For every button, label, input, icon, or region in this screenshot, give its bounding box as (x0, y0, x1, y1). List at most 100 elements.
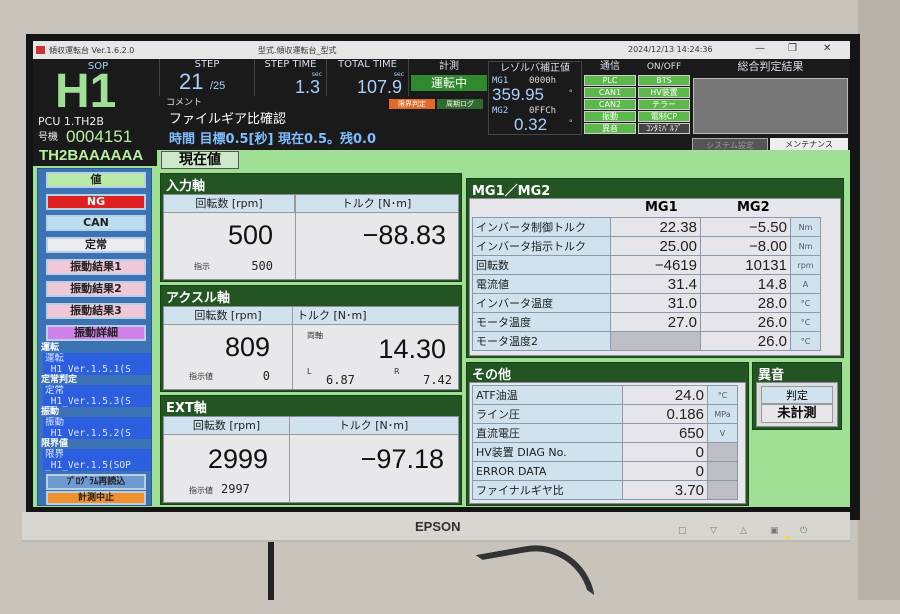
total-time-unit: sec (393, 71, 404, 78)
vibration-result-2-button[interactable]: 振動結果2 (46, 281, 146, 297)
program-limit[interactable]: 限界 _H1_Ver.1.5(SOP (43, 449, 151, 471)
unit (707, 480, 738, 500)
torque-value: 14.30 (378, 334, 446, 364)
onoff-contami-valve: ｺﾝﾀﾐﾊﾞﾙﾌﾞ (638, 123, 690, 134)
maximize-button[interactable]: ❐ (788, 43, 797, 54)
row-label: 回転数 (472, 255, 611, 275)
main-area: 現在値 値 NG CAN 定常 振動結果1 振動結果2 振動結果3 振動詳細 運… (33, 150, 850, 507)
ng-button[interactable]: NG (46, 194, 146, 210)
comm-label: 通信 (600, 61, 620, 72)
mg-row: モータ温度 27.0 26.0 °C (472, 312, 821, 332)
pcu-label: PCU 1.TH2B (38, 115, 104, 128)
step-status: 時間 目標0.5[秒] 現在0.5。残0.0 (169, 132, 377, 147)
mg-row: インバータ指示トルク 25.00 −8.00 Nm (472, 236, 821, 256)
can-button[interactable]: CAN (46, 215, 146, 231)
program-run[interactable]: 運転 _H1_Ver.1.5.1(S (43, 353, 151, 375)
unit: °C (790, 331, 821, 351)
model-strip (33, 146, 157, 166)
maintenance-button[interactable]: メンテナンス (770, 138, 848, 152)
program-label: 定常判定 (41, 375, 78, 385)
monitor-menu-button[interactable]: ▣ (770, 526, 779, 536)
close-button[interactable]: ✕ (823, 43, 832, 54)
vibration-result-1-button[interactable]: 振動結果1 (46, 259, 146, 275)
unit: Nm (790, 217, 821, 237)
measure-status: 運転中 (411, 75, 487, 91)
sop-label: SOP (87, 61, 109, 72)
steady-button[interactable]: 定常 (46, 237, 146, 253)
mg2-value: −8.00 (700, 236, 791, 256)
rpm-value: 809 (224, 332, 270, 362)
rpm-value: 2999 (207, 444, 268, 474)
row-label: モータ温度2 (472, 331, 611, 351)
cmd-value: 0 (262, 369, 270, 383)
mg2-value: 26.0 (700, 331, 791, 351)
mg-row: 回転数 −4619 10131 rpm (472, 255, 821, 275)
right-torque: 7.42 (423, 373, 452, 387)
comm-vibration: 振動 (584, 111, 636, 122)
unit: MPa (707, 404, 738, 424)
comm-can2: CAN2 (584, 99, 636, 110)
total-time-label: TOTAL TIME (338, 59, 397, 70)
minimize-button[interactable]: — (755, 43, 765, 54)
mg1-value: 31.0 (610, 293, 701, 313)
monitor-down-button[interactable]: ▽ (710, 526, 717, 536)
torque-value: −97.18 (360, 444, 444, 474)
other-panel: その他 ATF油温 24.0 °C ライン圧 0.186 MPa 直流電圧 650 V HV装置 … (466, 362, 749, 506)
row-value: 0.186 (622, 404, 708, 424)
rpm-header: 回転数 [rpm] (164, 417, 289, 435)
mg1-value: 25.00 (610, 236, 701, 256)
torque-header: トルク [N･m] (289, 417, 458, 435)
title-bar: 傾収運転台 Ver.1.6.2.0 型式.傾収運転台_型式 2024/12/13… (33, 41, 850, 59)
noise-judge-value: 未計測 (761, 404, 833, 423)
mg1-value: 22.38 (610, 217, 701, 237)
unit: rpm (790, 255, 821, 275)
other-row: ライン圧 0.186 MPa (472, 404, 738, 424)
panel-title: アクスル軸 (166, 291, 230, 306)
mg-row: インバータ温度 31.0 28.0 °C (472, 293, 821, 313)
unit: V (707, 423, 738, 443)
power-led (785, 536, 790, 539)
monitor-input-button[interactable]: ▢ (678, 526, 687, 536)
program-steady[interactable]: 定常 _H1_Ver.1.5.3(S (43, 385, 151, 407)
other-table: ATF油温 24.0 °C ライン圧 0.186 MPa 直流電圧 650 V HV装置 DIAG… (472, 385, 738, 500)
input-shaft-panel: 入力軸 回転数 [rpm] トルク [N･m] 500 指示 500 −88.8… (160, 173, 462, 282)
row-label: 電流値 (472, 274, 611, 294)
mg-row: インバータ制御トルク 22.38 −5.50 Nm (472, 217, 821, 237)
unit: °C (790, 312, 821, 332)
cable (268, 542, 274, 600)
mg2-column-header: MG2 (737, 200, 770, 215)
window-title: 型式.傾収運転台_型式 (258, 46, 337, 55)
panel-title: 入力軸 (166, 179, 206, 194)
row-label: インバータ温度 (472, 293, 611, 313)
monitor-up-button[interactable]: △ (740, 526, 747, 536)
monitor-power-button[interactable]: ⏻ (800, 526, 808, 536)
onoff-control-cp: 電制CP (638, 111, 690, 122)
overall-result-display (693, 78, 848, 134)
reload-program-button[interactable]: ﾌﾟﾛｸﾞﾗﾑ再読込 (46, 474, 146, 490)
sop-code: H1 (55, 65, 117, 118)
vibration-detail-button[interactable]: 振動詳細 (46, 325, 146, 341)
machine-number: 0004151 (66, 127, 133, 146)
program-vibration[interactable]: 振動 _H1_Ver.1.5.2(S (43, 417, 151, 439)
mg1-resolver-value: 359.95 (492, 85, 544, 104)
unit (707, 461, 738, 481)
program-label: 運転 (41, 343, 60, 353)
mg2-value: −5.50 (700, 217, 791, 237)
stop-measure-button[interactable]: 計測中止 (46, 491, 146, 505)
panel-title: その他 (472, 368, 512, 383)
row-label: HV装置 DIAG No. (472, 442, 623, 462)
measure-label: 計測 (439, 61, 459, 72)
limit-judge-button[interactable]: 限界判定 (389, 99, 435, 109)
panel-title: 異音 (758, 368, 785, 383)
mg1-value (610, 331, 701, 351)
axle-shaft-panel: アクスル軸 回転数 [rpm] トルク [N･m] 809 指示値 0 両軸 1… (160, 285, 462, 392)
cmd-label: 指示 (194, 262, 210, 271)
row-value: 3.70 (622, 480, 708, 500)
step-label: STEP (194, 59, 220, 70)
cycle-log-button[interactable]: 周期ログ (437, 99, 483, 109)
unit: °C (707, 385, 738, 405)
row-value: 650 (622, 423, 708, 443)
vibration-result-3-button[interactable]: 振動結果3 (46, 303, 146, 319)
app-window: 傾収運転台 Ver.1.6.2.0 型式.傾収運転台_型式 2024/12/13… (33, 41, 850, 507)
mg1-value: 27.0 (610, 312, 701, 332)
